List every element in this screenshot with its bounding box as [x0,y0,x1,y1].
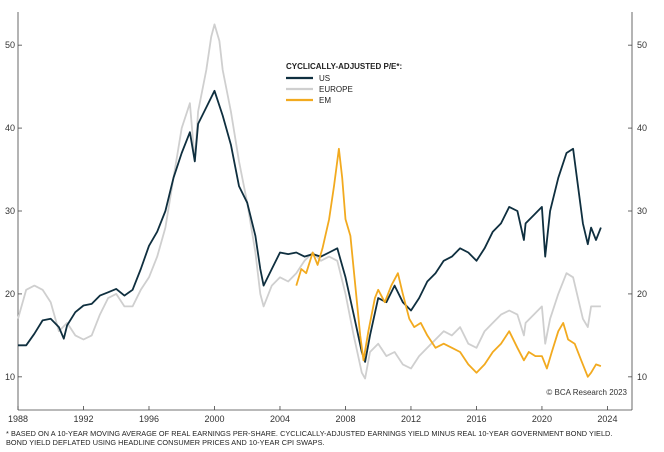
legend-title: CYCLICALLY-ADJUSTED P/E*: [286,62,402,71]
plot-frame [17,12,633,411]
footnote-line-1: * BASED ON A 10-YEAR MOVING AVERAGE OF R… [6,429,613,438]
y-tick-label-right-30: 30 [637,206,647,216]
x-tick-label-2000: 2000 [204,414,224,424]
y-tick-label-left-40: 40 [5,123,15,133]
y-tick-label-right-40: 40 [637,123,647,133]
legend-label-europe: EUROPE [319,85,353,94]
x-tick-label-1988: 1988 [8,414,28,424]
footnote: * BASED ON A 10-YEAR MOVING AVERAGE OF R… [6,429,662,447]
y-tick-label-right-10: 10 [637,372,647,382]
series-line-em [295,147,602,378]
x-tick-label-2012: 2012 [401,414,421,424]
y-tick-label-left-10: 10 [5,372,15,382]
x-tick-label-1992: 1992 [73,414,93,424]
y-tick-label-left-30: 30 [5,206,15,216]
y-ticks: 10 10 20 20 30 30 40 40 50 50 [5,40,647,382]
x-tick-label-2024: 2024 [597,414,617,424]
y-tick-label-right-20: 20 [637,289,647,299]
x-tick-label-1996: 1996 [139,414,159,424]
series-layer [17,23,602,380]
legend-label-us: US [319,74,330,83]
x-tick-label-2016: 2016 [466,414,486,424]
legend-label-em: EM [319,96,331,105]
x-tick-label-2008: 2008 [335,414,355,424]
x-tick-label-2004: 2004 [270,414,290,424]
x-tick-label-2020: 2020 [532,414,552,424]
source-credit: © BCA Research 2023 [546,388,627,397]
y-tick-label-right-50: 50 [637,40,647,50]
series-line-europe [17,23,601,380]
legend: CYCLICALLY-ADJUSTED P/E*: US EUROPE EM [286,62,402,105]
footnote-line-2: BOND YIELD DEFLATED USING HEADLINE CONSU… [6,438,325,447]
y-tick-label-left-20: 20 [5,289,15,299]
series-line-us [18,89,602,363]
y-tick-label-left-50: 50 [5,40,15,50]
x-ticks: 1988 1992 1996 2000 2004 2008 2012 2016 2020 2024 [8,406,617,424]
